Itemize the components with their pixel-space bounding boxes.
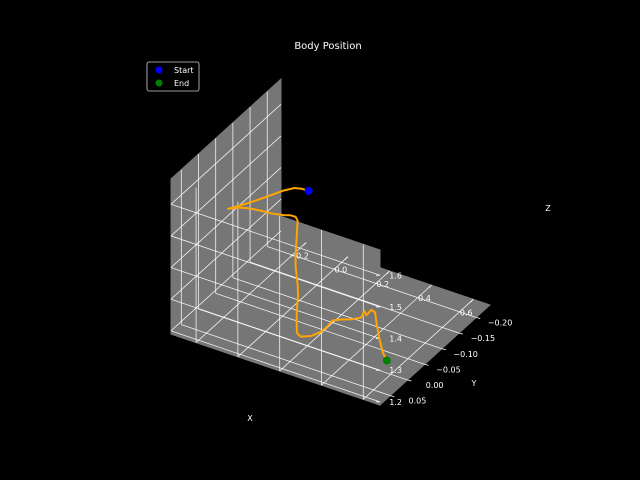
z-gridline-left (170, 135, 282, 237)
y-tick-mark (390, 395, 395, 398)
z-gridline-left (170, 198, 282, 300)
y-tick-mark (458, 332, 464, 335)
x-gridline-floor (363, 299, 474, 400)
x-tick-mark (302, 242, 307, 246)
x-tick-mark (344, 256, 349, 261)
x-gridline-floor (195, 242, 307, 343)
z-tick-label: 1.6 (389, 271, 402, 280)
y-tick-label: −0.15 (471, 334, 496, 343)
y-tick-label: 0.00 (426, 381, 444, 390)
y-tick-mark (424, 363, 429, 366)
z-axis-label: Z (545, 204, 551, 213)
y-gridline-floor (215, 292, 425, 365)
y-gridline-floor (181, 324, 391, 397)
z-gridline-back (170, 330, 381, 403)
legend-marker-start (155, 66, 163, 74)
legend-marker-end (155, 79, 163, 87)
y-gridline-floor (267, 246, 477, 318)
z-tick-label: 1.4 (389, 335, 402, 344)
y-tick-mark (476, 317, 481, 319)
y-tick-label: −0.20 (488, 319, 513, 328)
x-gridline-floor (237, 256, 349, 358)
y-tick-mark (441, 348, 446, 351)
x-tick-label: 0.0 (335, 266, 348, 275)
x-tick-label: 0.2 (376, 280, 389, 289)
x-tick-mark (428, 284, 432, 289)
legend-label-start: Start (174, 66, 194, 75)
x-tick-mark (386, 270, 390, 275)
z-gridline-back (170, 298, 381, 371)
z-gridline-back (170, 267, 381, 339)
x-axis-label: X (247, 414, 253, 423)
y-tick-label: 0.05 (408, 397, 426, 406)
legend-label-end: End (174, 79, 189, 88)
z-tick-label: 1.3 (389, 366, 402, 375)
x-tick-label: −0.2 (289, 252, 308, 261)
series-layer (227, 186, 391, 365)
z-tick-label: 1.5 (389, 303, 402, 312)
legend: Start End (146, 61, 200, 92)
y-gridline-floor (249, 261, 460, 334)
x-tick-label: 0.6 (460, 308, 473, 317)
axes-ticks: −0.2 0.0 0.2 0.4 0.6 −0.20 −0.15 −0.10 −0.05 0.00… (289, 242, 513, 407)
y-axis-label: Y (471, 379, 477, 388)
z-gridline-left (170, 167, 282, 268)
floor-pane (170, 233, 491, 406)
trajectory-line (227, 187, 388, 361)
z-gridline-left (170, 104, 282, 205)
y-tick-label: −0.10 (453, 350, 478, 359)
z-tick-label: 1.2 (389, 398, 402, 407)
end-point (382, 356, 391, 365)
x-tick-label: 0.4 (418, 294, 431, 303)
y-gridline-floor (198, 308, 408, 381)
start-point (304, 186, 313, 195)
y-tick-mark (407, 379, 412, 382)
chart-title: Body Position (294, 41, 361, 52)
x-tick-mark (469, 299, 474, 303)
x-gridline-floor (321, 284, 432, 386)
z-gridline-left (170, 230, 282, 332)
z-gridline-back (170, 235, 381, 308)
z-gridline-back (170, 203, 381, 276)
axes-grid (170, 91, 477, 403)
y-gridline-floor (232, 277, 443, 350)
y-tick-label: −0.05 (436, 365, 461, 374)
